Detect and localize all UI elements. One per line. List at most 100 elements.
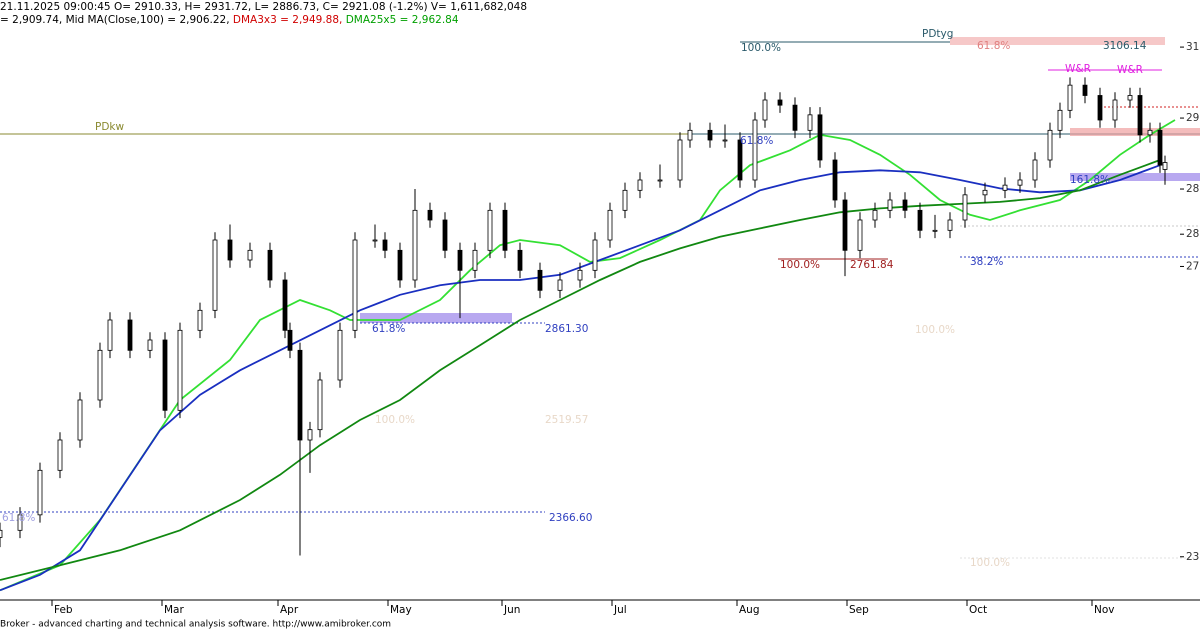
candle-body — [487, 209, 493, 251]
candle-body — [287, 329, 293, 351]
candle-body — [412, 209, 418, 281]
header-part: DMA3x3 = 2,949.88, — [233, 14, 346, 26]
candle-body — [57, 439, 63, 471]
candle-body — [947, 219, 953, 231]
candle-body — [592, 239, 598, 271]
x-tick-label: Jul — [613, 604, 627, 616]
candle-body — [1157, 129, 1163, 166]
y-tick-label: 2810 — [1186, 228, 1200, 240]
y-tick-label: 2310 — [1186, 551, 1200, 563]
candle-body — [162, 339, 168, 411]
candle-body — [637, 179, 643, 191]
candle-body — [197, 309, 203, 331]
candle-body — [97, 349, 103, 401]
annotation: 61.8% — [2, 512, 35, 524]
candle-body — [807, 114, 813, 131]
candle-body — [737, 139, 743, 181]
ma-line — [0, 119, 1176, 592]
candle-body — [297, 349, 303, 441]
x-tick-label: Apr — [280, 604, 299, 616]
annotation: PDtyg — [922, 28, 953, 40]
candle-body — [0, 529, 3, 538]
annotation: 2761.84 — [850, 259, 894, 271]
zone — [1070, 128, 1200, 136]
x-tick-label: May — [390, 604, 412, 616]
candle-body — [457, 249, 463, 271]
ma-line — [0, 159, 1161, 581]
candle-body — [37, 469, 43, 516]
candle-body — [1047, 129, 1053, 161]
candle-body — [382, 239, 388, 251]
annotation: 2366.60 — [549, 512, 592, 524]
candle-body — [777, 99, 783, 106]
candle-body — [1127, 95, 1133, 101]
candle-body — [247, 249, 253, 261]
candle-body — [212, 239, 218, 311]
annotation: 100.0% — [970, 557, 1010, 569]
zone — [1070, 173, 1200, 181]
candle-body — [962, 194, 968, 221]
candle-body — [677, 139, 683, 181]
header-indicators: = 2,909.74, Mid MA(Close,100) = 2,906.22… — [0, 14, 459, 26]
x-tick-label: Jun — [503, 604, 520, 616]
candle-body — [722, 139, 728, 142]
candle-body — [607, 209, 613, 241]
annotation: 100.0% — [915, 324, 955, 336]
annotation: 38.2% — [970, 256, 1003, 268]
candle-body — [1137, 95, 1143, 136]
candle-body — [307, 429, 313, 441]
candle-body — [1097, 95, 1103, 121]
annotation: 2519.57 — [545, 414, 588, 426]
annotation: 2861.30 — [545, 323, 588, 335]
candle-body — [267, 249, 273, 281]
candle-body — [77, 399, 83, 441]
annotation: 100.0% — [780, 259, 820, 271]
annotation: 161.8% — [1070, 174, 1110, 186]
y-tick-label: 2880 — [1186, 183, 1200, 195]
candle-body — [657, 179, 663, 182]
candle-body — [1162, 162, 1168, 170]
candle-body — [1032, 159, 1038, 181]
candle-body — [227, 239, 233, 261]
y-tick-label: 3100 — [1186, 41, 1200, 53]
candle-body — [752, 119, 758, 181]
candle-body — [832, 159, 838, 201]
candle-body — [1147, 129, 1153, 136]
candle-body — [622, 189, 628, 211]
candle-body — [1002, 184, 1008, 191]
candle-body — [982, 189, 988, 196]
candle-body — [427, 209, 433, 221]
candle-body — [1057, 109, 1063, 131]
candle-body — [282, 279, 288, 331]
candle-body — [917, 209, 923, 231]
y-tick-label: 2990 — [1186, 112, 1200, 124]
x-tick-label: Mar — [164, 604, 184, 616]
footer: Broker - advanced charting and technical… — [0, 620, 391, 630]
candle-body — [817, 114, 823, 161]
candle-body — [502, 209, 508, 251]
candle-body — [557, 279, 563, 291]
candle-body — [1067, 84, 1073, 111]
candle-body — [1017, 179, 1023, 186]
header-part: = 2,909.74, — [0, 14, 66, 26]
x-tick-label: Sep — [849, 604, 869, 616]
annotation: W&R — [1065, 63, 1091, 75]
x-tick-label: Feb — [54, 604, 73, 616]
candle-body — [1112, 99, 1118, 121]
candle-body — [442, 219, 448, 251]
candle-body — [337, 329, 343, 381]
candle-body — [902, 199, 908, 211]
annotation: 3106.14 — [1103, 40, 1147, 52]
candle-body — [932, 229, 938, 232]
plot-area — [0, 77, 1176, 592]
candle-body — [762, 99, 768, 121]
annotation: 61.8% — [372, 323, 405, 335]
annotation: 61.8% — [977, 40, 1010, 52]
zone — [950, 37, 1165, 45]
x-tick-label: Oct — [969, 604, 987, 616]
candle-body — [397, 249, 403, 281]
zone — [360, 313, 512, 323]
candle-body — [472, 249, 478, 271]
candle-body — [107, 319, 113, 351]
